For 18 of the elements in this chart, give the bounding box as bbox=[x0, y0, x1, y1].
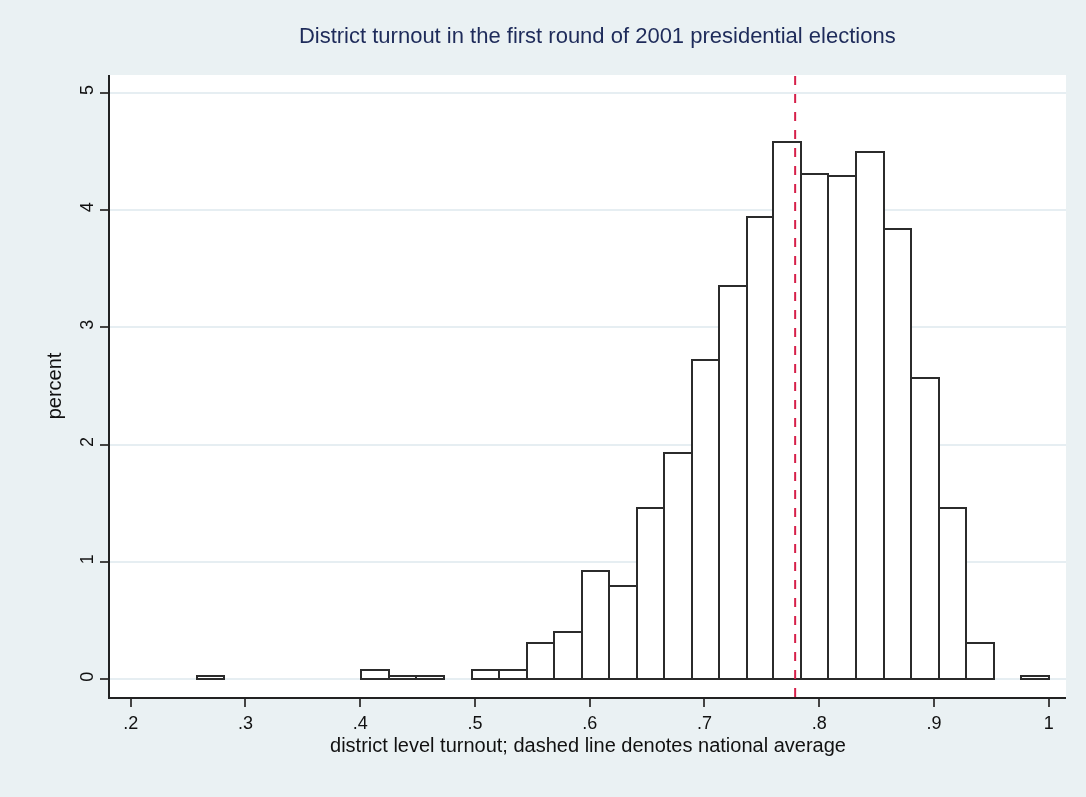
x-tick-label: .5 bbox=[467, 712, 483, 733]
x-tick-label: .7 bbox=[696, 712, 712, 733]
x-tick-label: 1 bbox=[1043, 712, 1054, 733]
x-tick-label: .6 bbox=[582, 712, 598, 733]
x-axis-title: district level turnout; dashed line denotes national average bbox=[330, 733, 846, 756]
x-tick-label: .8 bbox=[811, 712, 827, 733]
x-tick-label: .3 bbox=[237, 712, 253, 733]
y-tick-label: 3 bbox=[76, 319, 97, 330]
y-tick-label: 1 bbox=[76, 554, 97, 565]
chart-title: District turnout in the first round of 2001 presidential elections bbox=[298, 23, 896, 49]
y-tick-label: 4 bbox=[76, 202, 97, 213]
x-tick-label: .4 bbox=[352, 712, 368, 733]
x-tick-label: .2 bbox=[123, 712, 139, 733]
y-tick-label: 0 bbox=[76, 671, 97, 682]
y-axis-title: percent bbox=[42, 352, 65, 420]
y-tick-label: 5 bbox=[76, 84, 97, 95]
y-tick-label: 2 bbox=[76, 436, 97, 447]
x-tick-label: .9 bbox=[926, 712, 942, 733]
